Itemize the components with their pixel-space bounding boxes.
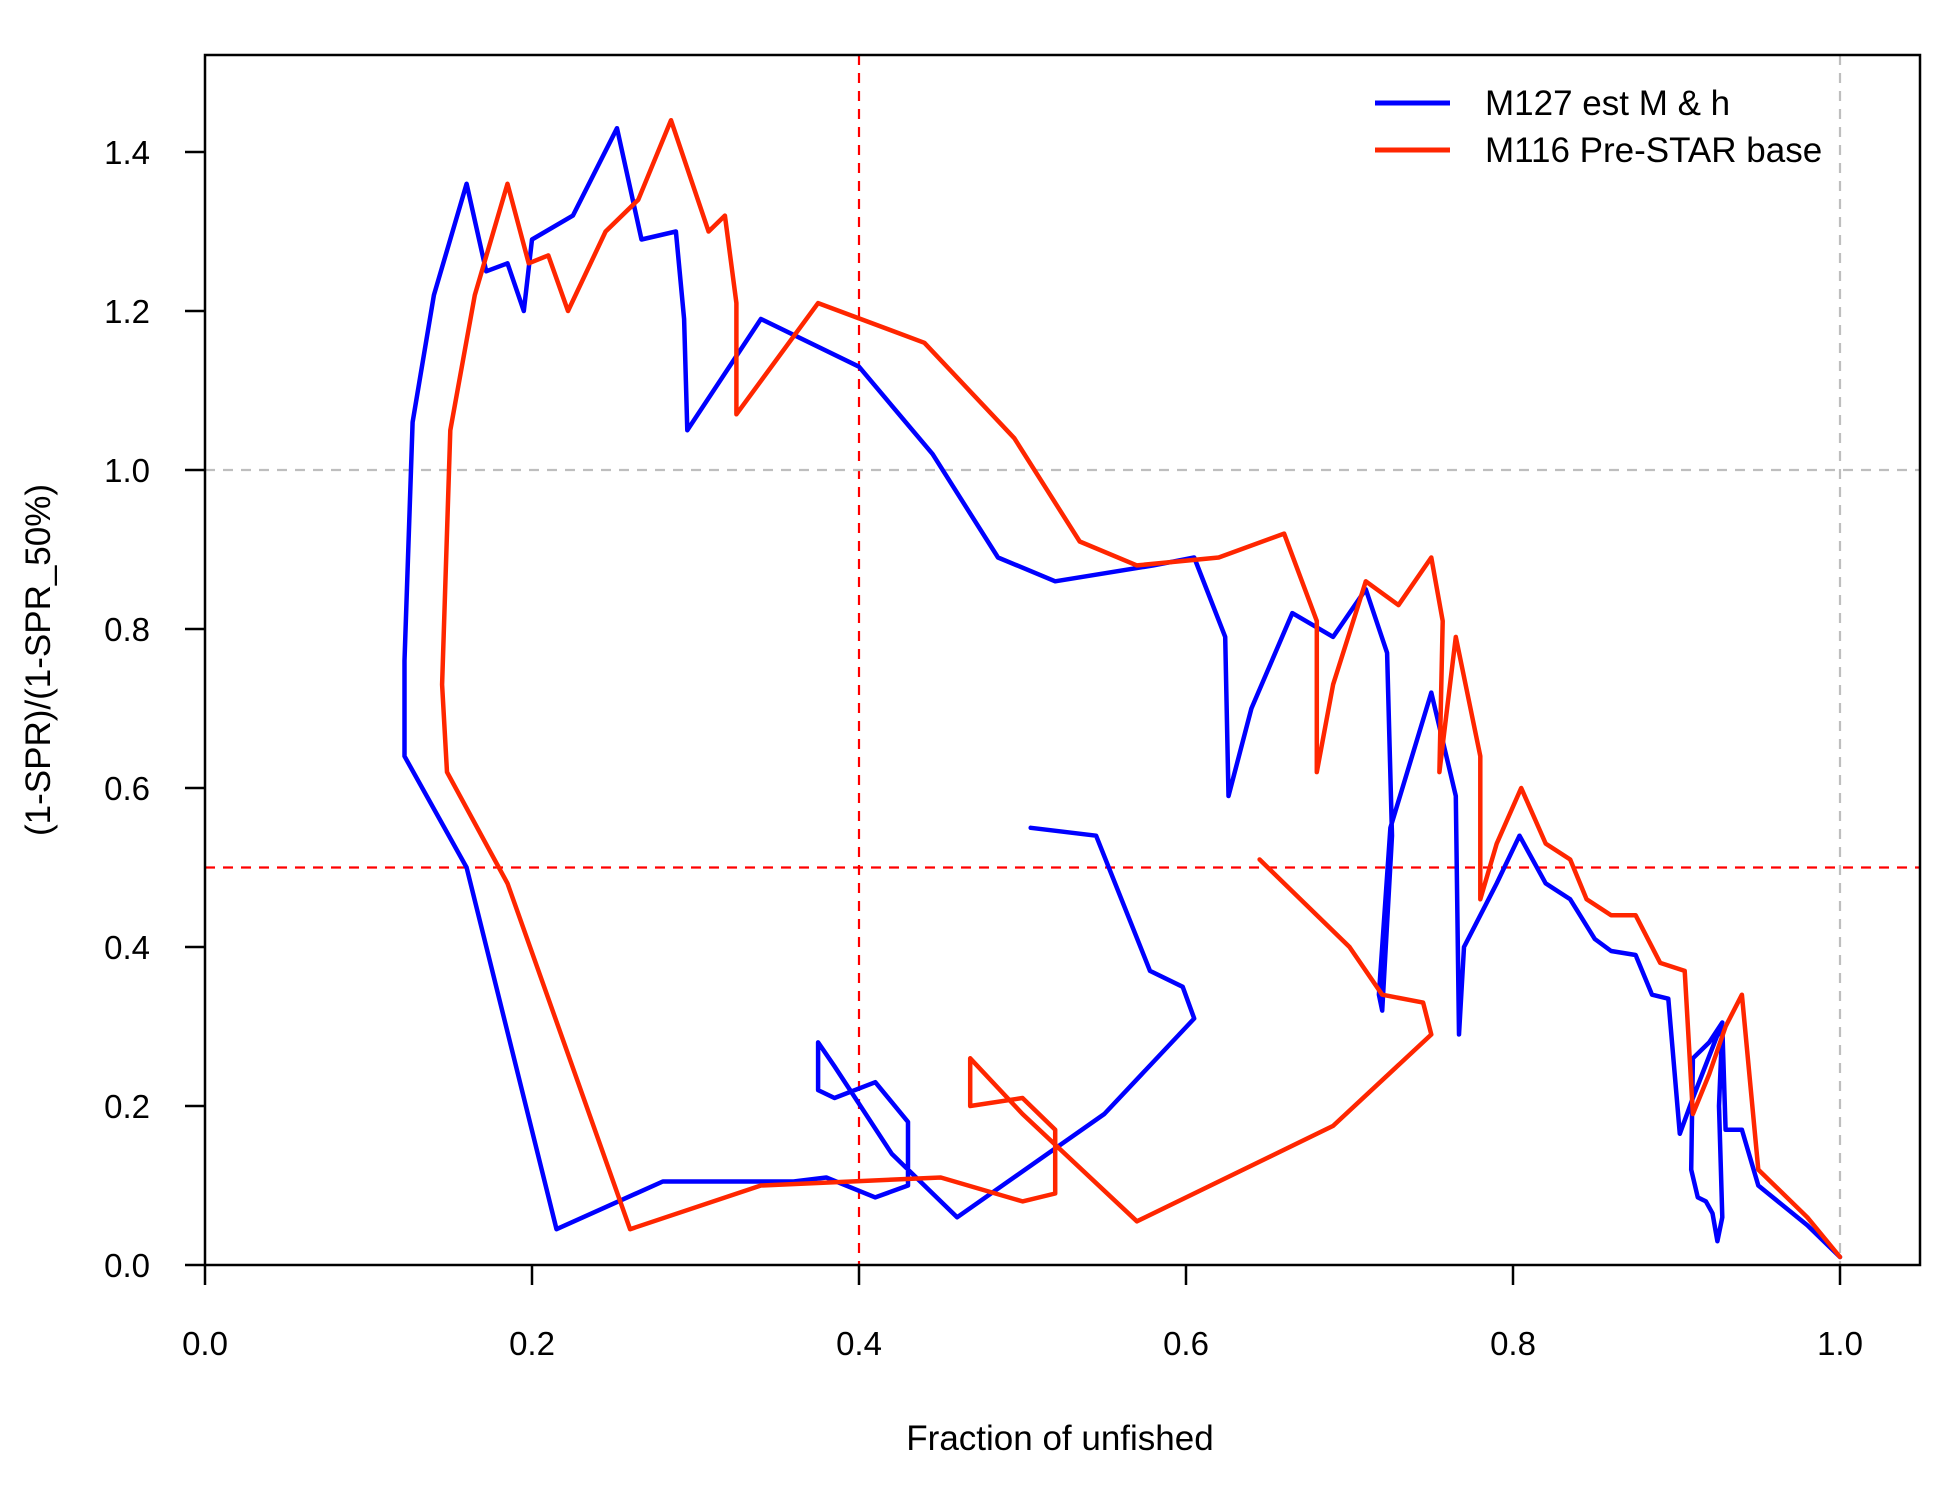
y-axis-title: (1-SPR)/(1-SPR_50%) bbox=[19, 484, 58, 836]
y-tick-label: 1.4 bbox=[104, 134, 150, 171]
reference-lines bbox=[205, 55, 1920, 1265]
y-tick-label: 0.4 bbox=[104, 929, 150, 966]
y-axis: 0.0 0.2 0.4 0.6 0.8 1.0 1.2 1.4 bbox=[104, 134, 205, 1284]
x-axis: 0.0 0.2 0.4 0.6 0.8 1.0 bbox=[182, 1265, 1863, 1362]
y-tick-label: 1.2 bbox=[104, 293, 150, 330]
series-line-1 bbox=[402, 125, 1843, 1260]
y-tick-label: 0.0 bbox=[104, 1247, 150, 1284]
legend: M127 est M & h M116 Pre-STAR base bbox=[1375, 84, 1822, 170]
y-tick-label: 0.8 bbox=[104, 611, 150, 648]
legend-label-1: M127 est M & h bbox=[1485, 84, 1730, 123]
x-tick-label: 0.4 bbox=[836, 1325, 882, 1362]
y-tick-label: 1.0 bbox=[104, 452, 150, 489]
x-tick-label: 0.2 bbox=[509, 1325, 555, 1362]
x-tick-label: 0.8 bbox=[1490, 1325, 1536, 1362]
x-tick-label: 0.0 bbox=[182, 1325, 228, 1362]
y-tick-label: 0.6 bbox=[104, 770, 150, 807]
x-tick-label: 0.6 bbox=[1163, 1325, 1209, 1362]
legend-label-2: M116 Pre-STAR base bbox=[1485, 131, 1822, 170]
x-axis-title: Fraction of unfished bbox=[906, 1419, 1213, 1458]
plot-frame bbox=[203, 53, 1922, 1267]
series-line-2 bbox=[439, 117, 1843, 1260]
x-tick-label: 1.0 bbox=[1817, 1325, 1863, 1362]
series-layer bbox=[402, 117, 1843, 1260]
y-tick-label: 0.2 bbox=[104, 1088, 150, 1125]
